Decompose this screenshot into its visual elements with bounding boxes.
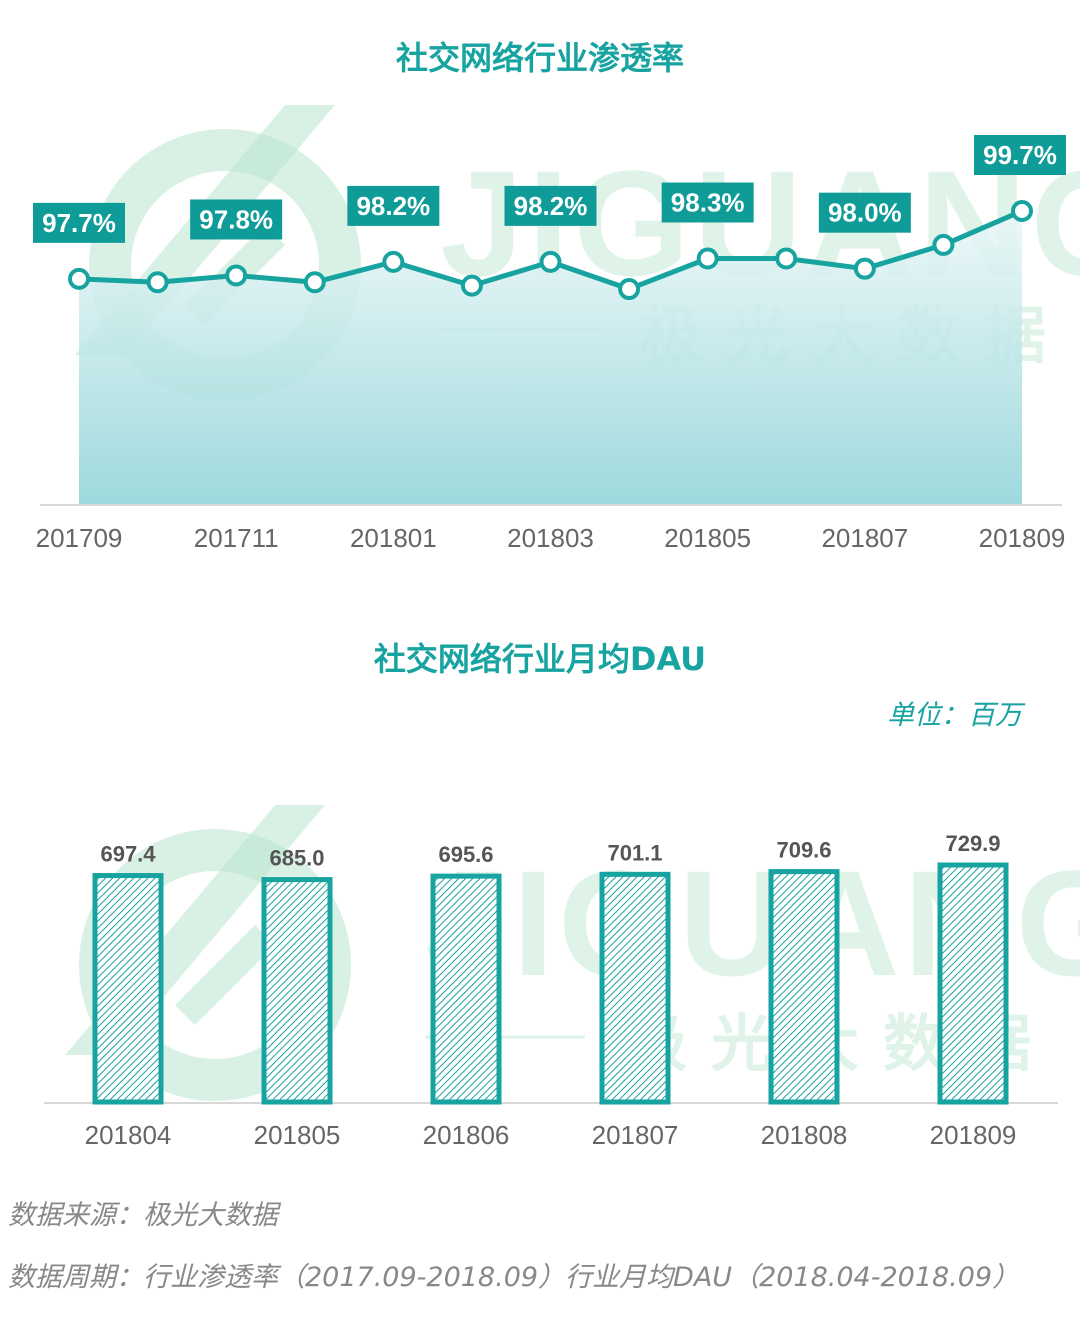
x-tick-label: 201805 <box>254 1120 341 1150</box>
data-label-box <box>347 185 440 226</box>
data-label: 98.2% <box>347 185 440 226</box>
data-label-box <box>974 135 1066 175</box>
data-point <box>146 271 169 294</box>
data-point <box>1011 200 1033 222</box>
data-label-text: 98.2% <box>514 191 588 221</box>
data-point <box>618 278 641 301</box>
data-point <box>853 257 876 280</box>
data-label: 98.0% <box>818 192 911 233</box>
data-label-text: 99.7% <box>983 140 1057 170</box>
data-label-box <box>661 182 754 223</box>
x-tick-label: 201801 <box>350 523 437 553</box>
data-period-note: 数据周期：行业渗透率（2017.09-2018.09）行业月均DAU（2018.… <box>8 1262 1020 1293</box>
data-label: 99.7% <box>974 135 1066 175</box>
data-point <box>696 247 719 270</box>
data-label-text: 97.7% <box>42 208 116 238</box>
bar <box>92 873 164 1105</box>
x-tick-label: 201709 <box>36 523 123 553</box>
data-source-note: 数据来源：极光大数据 <box>8 1200 278 1231</box>
unit-label: 单位：百万 <box>887 700 1022 731</box>
data-label: 97.7% <box>33 202 125 243</box>
x-tick-label: 201807 <box>821 523 908 553</box>
x-tick-label: 201809 <box>930 1120 1017 1150</box>
x-tick-label: 201804 <box>85 1120 172 1150</box>
x-tick-label: 201806 <box>423 1120 510 1150</box>
data-point <box>460 274 483 297</box>
data-point <box>68 267 90 290</box>
x-tick-label: 201807 <box>592 1120 679 1150</box>
data-label-box <box>504 185 597 226</box>
data-label: 97.8% <box>190 199 283 240</box>
data-label-text: 98.2% <box>356 191 430 221</box>
bar-value-label: 695.6 <box>438 842 493 867</box>
data-point <box>539 250 562 273</box>
bar-value-label: 701.1 <box>607 840 662 865</box>
bar-value-label: 729.9 <box>945 831 1000 856</box>
data-label-box <box>33 202 125 243</box>
watermark-slash <box>175 925 275 1025</box>
data-point <box>775 247 798 270</box>
chart2-title: 社交网络行业月均DAU <box>373 640 707 678</box>
bar <box>599 871 671 1105</box>
x-tick-label: 201808 <box>761 1120 848 1150</box>
data-point <box>932 233 955 256</box>
x-tick-label: 201809 <box>979 523 1066 553</box>
bar-value-label: 685.0 <box>269 846 324 871</box>
data-label-text: 98.3% <box>671 188 745 218</box>
bar <box>430 873 502 1105</box>
data-label: 98.2% <box>504 185 597 226</box>
data-label-text: 97.8% <box>199 204 273 234</box>
data-point <box>382 250 405 273</box>
data-label-box <box>190 199 283 240</box>
bar <box>937 862 1009 1105</box>
x-tick-label: 201711 <box>194 523 279 553</box>
bar <box>768 869 840 1105</box>
bar-value-label: 709.6 <box>776 838 831 863</box>
x-tick-label: 201805 <box>664 523 751 553</box>
chart1-title: 社交网络行业渗透率 <box>395 39 684 77</box>
data-label-text: 98.0% <box>828 198 902 228</box>
bar <box>261 877 333 1105</box>
x-tick-label: 201803 <box>507 523 594 553</box>
data-point <box>303 271 326 294</box>
data-label: 98.3% <box>661 182 754 223</box>
data-label-box <box>818 192 911 233</box>
data-point <box>225 264 248 287</box>
bar-value-label: 697.4 <box>100 842 156 867</box>
